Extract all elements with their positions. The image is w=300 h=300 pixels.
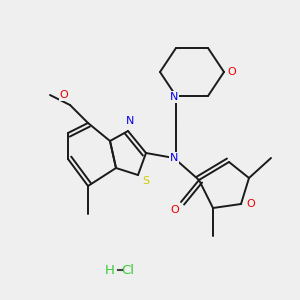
Text: H: H [105,263,115,277]
Text: Cl: Cl [122,263,134,277]
Text: O: O [60,90,68,100]
Text: O: O [171,205,179,215]
Text: O: O [228,67,236,77]
Text: O: O [247,199,255,209]
Text: S: S [142,176,150,186]
Text: N: N [170,153,178,163]
Text: N: N [170,92,178,102]
Text: N: N [126,116,134,126]
